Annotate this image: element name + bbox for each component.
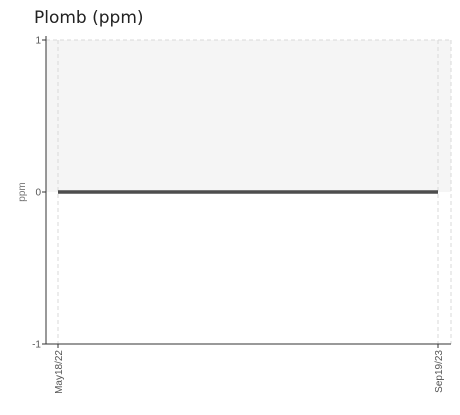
y-tick-label: -1 — [32, 340, 41, 351]
x-tick-label: May18/22 — [54, 350, 65, 394]
chart-title: Plomb (ppm) — [34, 8, 144, 28]
plot-upper-band — [46, 40, 451, 192]
y-axis-title: ppm — [17, 182, 28, 201]
x-tick-label: Sep19/23 — [434, 350, 445, 393]
y-tick-label: 0 — [35, 188, 41, 199]
y-tick-label: 1 — [35, 36, 41, 47]
